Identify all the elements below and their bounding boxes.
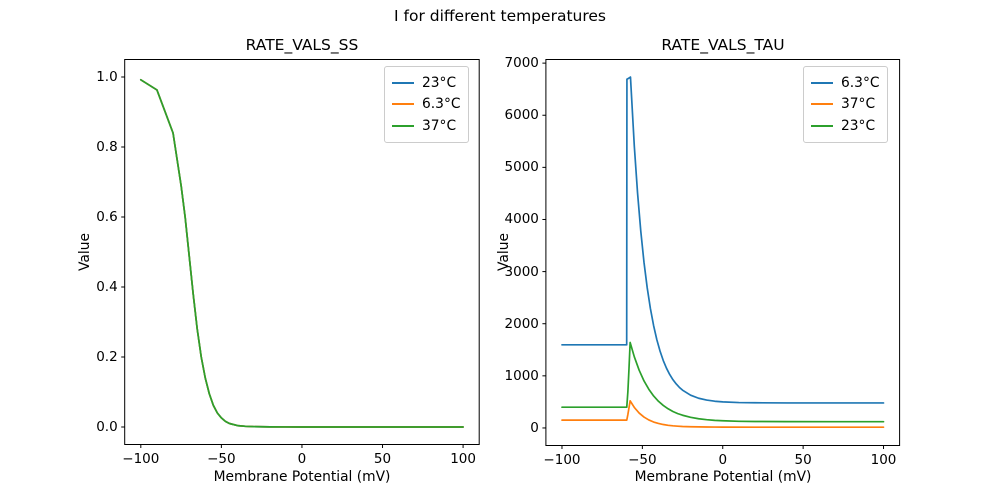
figure-title: I for different temperatures bbox=[394, 7, 606, 25]
legend-label: 37°C bbox=[422, 117, 457, 134]
x-tick-label: 50 bbox=[794, 451, 812, 468]
x-tick-label: 100 bbox=[870, 451, 897, 468]
series-line-23C bbox=[561, 341, 885, 423]
legend-label: 37°C bbox=[841, 96, 876, 113]
legend-item: 37°C bbox=[811, 94, 879, 116]
legend-item: 23°C bbox=[811, 115, 879, 137]
y-tick-label: 7000 bbox=[504, 55, 539, 72]
series-line-37C bbox=[139, 78, 464, 428]
legend-line-sample bbox=[392, 124, 414, 127]
legend-line-sample bbox=[811, 124, 833, 127]
legend-line-sample bbox=[392, 81, 414, 84]
y-tick-label: 1000 bbox=[504, 367, 539, 384]
plot-ss-legend: 23°C 6.3°C 37°C bbox=[384, 66, 470, 143]
y-tick-label: 0.8 bbox=[96, 139, 118, 155]
x-tick-label: −100 bbox=[122, 450, 160, 467]
legend-item: 6.3°C bbox=[811, 72, 879, 94]
legend-line-sample bbox=[811, 81, 833, 84]
legend-label: 6.3°C bbox=[422, 96, 461, 113]
y-tick-label: 2000 bbox=[504, 315, 539, 332]
legend-label: 23°C bbox=[422, 74, 457, 91]
plot-tau-title: RATE_VALS_TAU bbox=[661, 36, 785, 54]
x-tick-label: −50 bbox=[628, 451, 657, 468]
legend-label: 6.3°C bbox=[841, 74, 880, 91]
x-tick-label: 50 bbox=[373, 450, 392, 467]
series-line-6.3C bbox=[561, 76, 885, 404]
x-tick-label: 0 bbox=[718, 451, 728, 468]
plot-tau-ylabel: Value bbox=[496, 233, 512, 271]
y-tick-label: 1.0 bbox=[96, 69, 118, 85]
legend-item: 23°C bbox=[392, 72, 460, 94]
legend-line-sample bbox=[392, 103, 414, 106]
y-tick-label: 0.0 bbox=[96, 419, 118, 435]
x-tick-label: 100 bbox=[450, 450, 476, 467]
legend-line-sample bbox=[811, 103, 833, 106]
y-tick-label: 0.2 bbox=[96, 349, 118, 365]
legend-item: 37°C bbox=[392, 115, 460, 137]
plot-tau-legend: 6.3°C 37°C 23°C bbox=[803, 66, 889, 143]
legend-label: 23°C bbox=[841, 117, 876, 134]
x-tick-label: 0 bbox=[297, 450, 307, 467]
plot-ss-title: RATE_VALS_SS bbox=[245, 36, 359, 54]
plot-ss-xlabel: Membrane Potential (mV) bbox=[213, 469, 391, 485]
x-tick-label: −50 bbox=[207, 450, 236, 467]
y-tick-label: 0 bbox=[530, 419, 539, 436]
y-tick-label: 6000 bbox=[504, 107, 539, 124]
plot-tau-xlabel: Membrane Potential (mV) bbox=[634, 469, 812, 485]
y-tick-label: 0.6 bbox=[96, 209, 118, 225]
x-tick-label: −100 bbox=[543, 451, 581, 468]
y-tick-label: 5000 bbox=[504, 159, 539, 176]
legend-item: 6.3°C bbox=[392, 94, 460, 116]
y-tick-label: 3000 bbox=[504, 263, 539, 280]
series-line-37C bbox=[561, 400, 885, 429]
y-tick-label: 4000 bbox=[504, 211, 539, 228]
y-tick-label: 0.4 bbox=[96, 279, 118, 295]
